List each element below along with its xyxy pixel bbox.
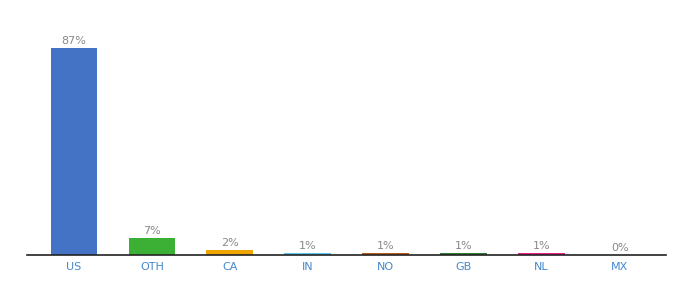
Text: 1%: 1% bbox=[299, 241, 317, 251]
Bar bbox=[362, 253, 409, 255]
Bar bbox=[441, 253, 487, 255]
Text: 1%: 1% bbox=[377, 241, 394, 251]
Text: 7%: 7% bbox=[143, 226, 160, 236]
Text: 1%: 1% bbox=[533, 241, 551, 251]
Text: 87%: 87% bbox=[61, 36, 86, 46]
Bar bbox=[50, 48, 97, 255]
Text: 1%: 1% bbox=[455, 241, 473, 251]
Bar bbox=[284, 253, 331, 255]
Bar bbox=[518, 253, 565, 255]
Bar bbox=[207, 250, 253, 255]
Bar bbox=[129, 238, 175, 255]
Text: 2%: 2% bbox=[221, 238, 239, 248]
Text: 0%: 0% bbox=[611, 243, 628, 253]
